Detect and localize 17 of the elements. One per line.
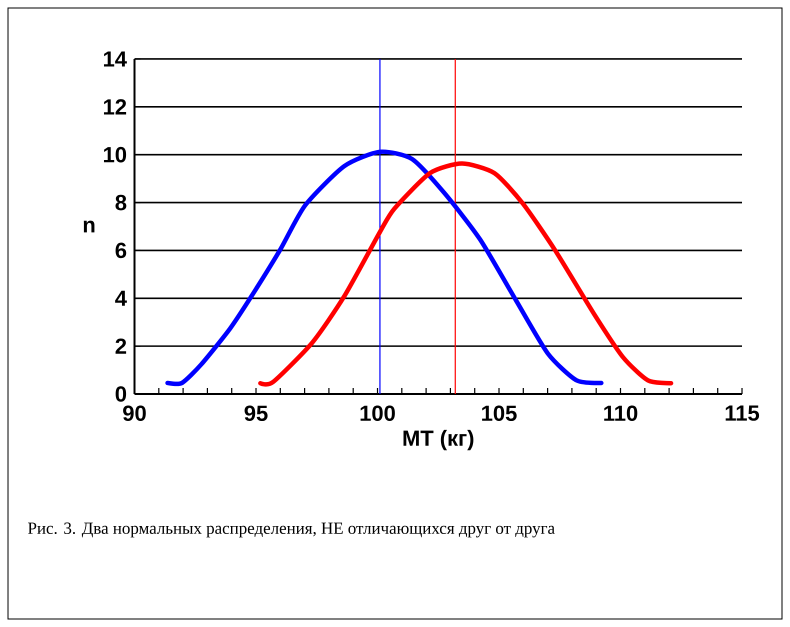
y-tick-label: 6 xyxy=(116,242,126,258)
y-tick-label: 12 xyxy=(104,99,126,114)
x-tick-label: 90 xyxy=(123,405,146,422)
y-tick-label: 14 xyxy=(104,51,127,67)
x-tick-label: 105 xyxy=(482,405,517,422)
y-tick-label: 10 xyxy=(104,146,126,162)
x-tick-label: 115 xyxy=(726,406,760,421)
y-tick-label: 8 xyxy=(116,194,126,210)
text: Рис. 3. Два нормальных распределения, НЕ отличающихся друг от друга xyxy=(28,522,555,538)
x-tick-label: 95 xyxy=(244,405,268,422)
y-tick-label: 0 xyxy=(116,386,126,402)
x-tick-label: 110 xyxy=(604,405,638,422)
y-axis-title: n xyxy=(84,220,94,232)
x-axis-title: МТ (кг) xyxy=(404,430,474,450)
y-tick-label: 4 xyxy=(115,290,127,306)
y-tick-label: 2 xyxy=(116,338,126,354)
x-tick-label: 100 xyxy=(360,405,395,422)
